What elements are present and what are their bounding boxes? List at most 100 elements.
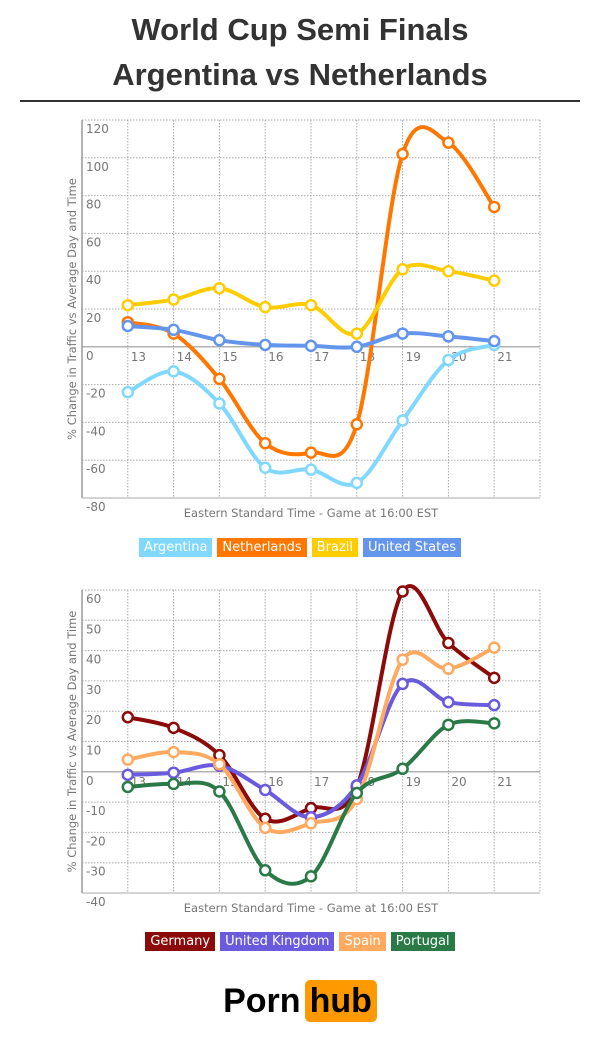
legend-item-spain[interactable]: Spain (339, 932, 386, 951)
data-point (396, 585, 409, 598)
data-point (487, 671, 501, 685)
data-point (304, 339, 318, 353)
logo-text-porn: Porn (223, 981, 301, 1020)
series-line (127, 125, 496, 458)
data-point (487, 200, 501, 214)
data-point (442, 695, 455, 709)
x-tick-label: 17 (314, 775, 329, 789)
data-point (121, 780, 135, 794)
y-tick-label: 20 (86, 311, 101, 325)
series-argentina (121, 338, 501, 490)
data-point (396, 147, 409, 161)
x-tick-label: 17 (314, 350, 329, 364)
data-point (304, 817, 318, 830)
y-tick-label: -30 (86, 865, 106, 879)
x-tick-label: 16 (268, 350, 283, 364)
data-point (258, 338, 272, 352)
data-point (304, 446, 318, 459)
series-united-states (121, 319, 501, 354)
data-point (213, 397, 226, 410)
y-tick-label: -20 (86, 387, 106, 401)
data-point (258, 461, 272, 475)
series-spain (121, 641, 501, 835)
y-tick-label: 0 (86, 349, 94, 363)
y-tick-label: -10 (86, 804, 106, 818)
data-point (442, 662, 455, 676)
x-tick-label: 19 (406, 775, 421, 789)
data-point (121, 768, 135, 782)
x-tick-label: 15 (222, 350, 237, 364)
series-line (127, 645, 496, 835)
data-point (258, 821, 272, 835)
legend-item-argentina[interactable]: Argentina (139, 538, 213, 557)
data-point (396, 653, 409, 666)
data-point (304, 870, 318, 883)
data-point (304, 298, 318, 312)
legend-item-germany[interactable]: Germany (145, 932, 216, 951)
data-point (442, 718, 455, 732)
legend-item-united-kingdom[interactable]: United Kingdom (220, 932, 335, 951)
data-point (442, 264, 455, 278)
x-tick-label: 13 (131, 350, 146, 364)
data-point (487, 698, 501, 712)
data-point (121, 385, 135, 399)
data-point (442, 636, 455, 650)
legend-item-netherlands[interactable]: Netherlands (217, 538, 307, 557)
y-tick-label: -60 (86, 462, 106, 476)
x-axis-label: Eastern Standard Time - Game at 16:00 ES… (184, 901, 439, 915)
y-tick-label: 60 (86, 592, 101, 606)
data-point (167, 745, 180, 759)
y-tick-label: -40 (86, 424, 106, 438)
y-tick-label: 40 (86, 653, 101, 667)
data-point (396, 677, 409, 691)
data-point (167, 293, 180, 306)
legend-teams: Argentina Netherlands Brazil United States (0, 538, 600, 557)
series-portugal (121, 717, 501, 886)
data-point (396, 414, 409, 427)
data-point (213, 372, 226, 386)
y-tick-label: 120 (86, 122, 109, 136)
data-point (258, 783, 272, 797)
x-tick-label: 16 (268, 775, 283, 789)
pornhub-logo: Porn hub (0, 980, 600, 1022)
y-tick-label: 20 (86, 713, 101, 727)
data-point (258, 864, 272, 877)
data-point (442, 353, 455, 367)
series-brazil (121, 262, 501, 340)
data-point (487, 717, 501, 730)
legend-countries: Germany United Kingdom Spain Portugal (0, 932, 600, 951)
data-point (350, 476, 364, 490)
data-point (442, 330, 455, 343)
data-point (121, 319, 135, 333)
data-point (258, 436, 272, 450)
data-point (213, 785, 226, 798)
data-point (167, 323, 180, 337)
y-tick-label: 30 (86, 683, 101, 697)
legend-item-brazil[interactable]: Brazil (311, 538, 358, 557)
y-tick-label: 10 (86, 744, 101, 758)
data-point (487, 334, 501, 348)
y-tick-label: 50 (86, 622, 101, 636)
data-point (167, 766, 180, 779)
data-point (121, 298, 135, 312)
y-tick-label: 100 (86, 160, 109, 174)
logo-text-hub: hub (304, 980, 377, 1022)
y-tick-label: -80 (86, 500, 106, 514)
data-point (213, 757, 226, 771)
data-point (258, 300, 272, 314)
data-point (167, 721, 180, 735)
legend-item-portugal[interactable]: Portugal (390, 932, 455, 951)
series-line (127, 584, 496, 824)
x-tick-label: 21 (497, 775, 512, 789)
y-tick-label: -40 (86, 895, 106, 909)
data-point (167, 365, 180, 378)
data-point (396, 762, 409, 776)
data-point (350, 786, 364, 800)
data-point (442, 136, 455, 149)
y-axis-label: % Change in Traffic vs Average Day and T… (65, 611, 79, 873)
y-tick-label: 80 (86, 198, 101, 212)
data-point (396, 263, 409, 276)
legend-item-united-states[interactable]: United States (362, 538, 461, 557)
